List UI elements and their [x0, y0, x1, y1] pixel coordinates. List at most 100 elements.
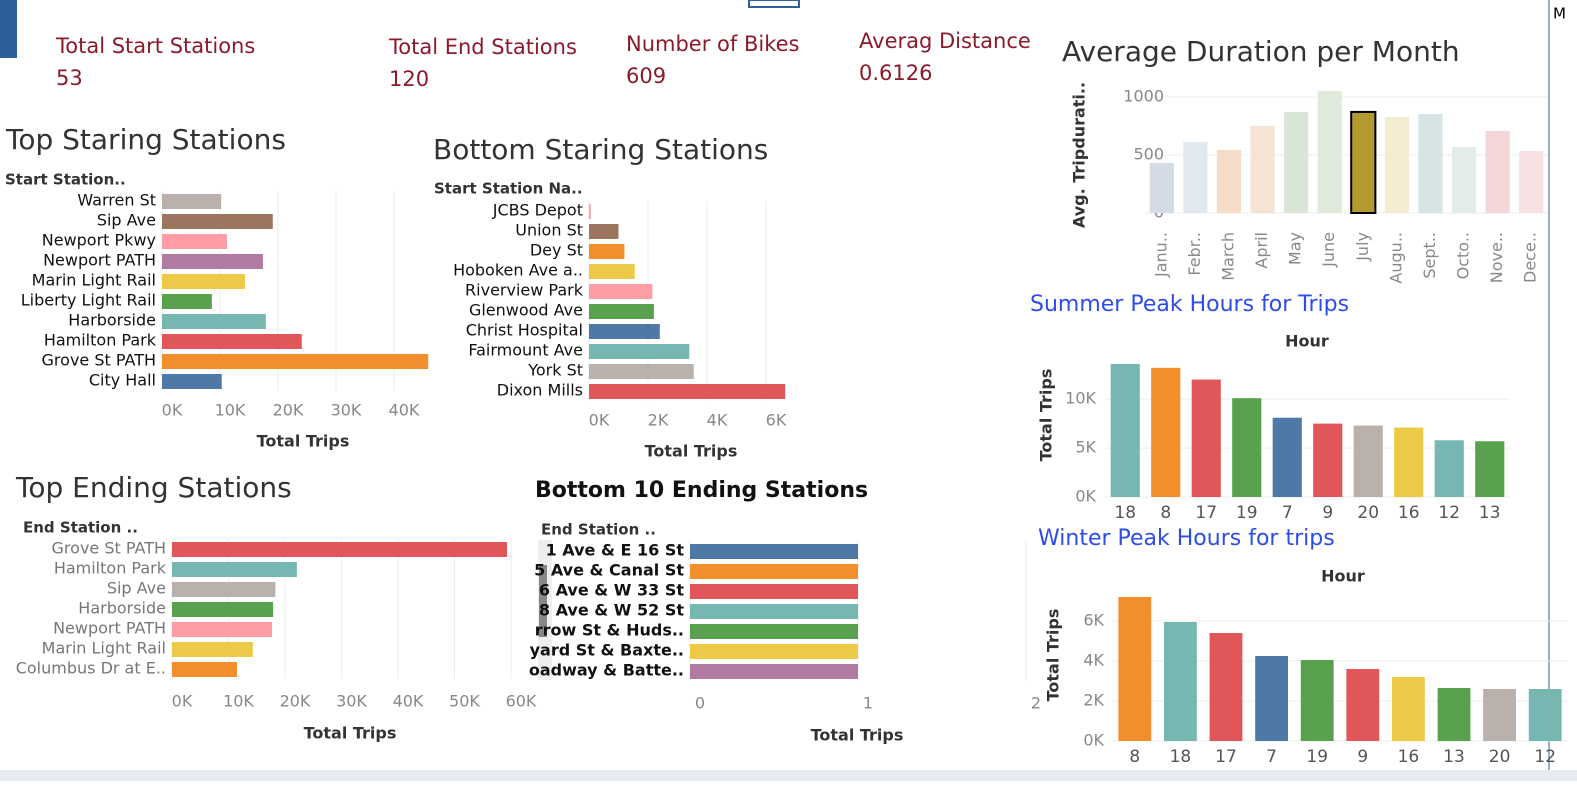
x-tick-label: 1: [863, 694, 873, 713]
bar: [1191, 379, 1221, 497]
x-tick-label: Dece..: [1521, 232, 1540, 283]
category-label: Riverview Park: [465, 281, 584, 300]
category-label: rrow St & Huds..: [535, 621, 684, 640]
y-axis-title: Total Trips: [1044, 609, 1063, 702]
y-tick-label: 4K: [1083, 651, 1104, 670]
x-tick-label: 8: [1160, 503, 1171, 523]
category-label: Dey St: [530, 241, 583, 260]
bar: [1353, 425, 1383, 497]
x-tick-label: Augu..: [1386, 232, 1405, 284]
bar: [1485, 130, 1510, 213]
y-tick-label: 2K: [1083, 691, 1104, 710]
toolbar-strip[interactable]: [0, 0, 17, 58]
x-tick-label: 12: [1438, 503, 1460, 523]
category-label: yard St & Baxte..: [530, 641, 684, 660]
x-header: Hour: [1285, 332, 1329, 351]
category-label: 6 Ave & W 33 St: [539, 581, 684, 600]
category-label: Grove St PATH: [42, 351, 156, 370]
bar: [162, 314, 266, 329]
category-header: Start Station..: [5, 171, 126, 189]
top-handle[interactable]: [748, 0, 800, 8]
x-tick-label: 50K: [449, 692, 480, 711]
category-label: City Hall: [89, 371, 156, 390]
bar: [1284, 111, 1309, 213]
bar: [1434, 440, 1464, 497]
bar: [162, 374, 222, 389]
axis-title: Total Trips: [645, 442, 738, 461]
x-tick-label: 16: [1398, 503, 1420, 523]
x-tick-label: 40K: [389, 401, 420, 420]
bar: [690, 644, 858, 659]
x-tick-label: 18: [1170, 747, 1192, 767]
bottom-bar: [0, 770, 1577, 781]
x-tick-label: Nove..: [1487, 232, 1506, 283]
chart-title: Summer Peak Hours for Trips: [1030, 292, 1349, 317]
x-tick-label: 30K: [336, 692, 367, 711]
category-label: Sip Ave: [107, 579, 166, 598]
chart-title: Bottom 10 Ending Stations: [535, 478, 868, 503]
x-tick-label: 9: [1357, 747, 1368, 767]
category-header: Start Station Na..: [434, 180, 583, 198]
bar: [1519, 151, 1544, 213]
chart-title: Bottom Staring Stations: [433, 133, 768, 166]
bar: [172, 602, 274, 617]
x-tick-label: 20K: [280, 692, 311, 711]
bar: [172, 582, 276, 597]
category-label: Harborside: [78, 599, 166, 618]
x-tick-label: 18: [1114, 503, 1136, 523]
bar: [589, 364, 694, 379]
bar: [1163, 622, 1197, 741]
x-tick-label: 13: [1479, 503, 1501, 523]
y-tick-label: 0K: [1075, 487, 1096, 506]
bar: [172, 562, 297, 577]
bar: [1250, 125, 1275, 213]
category-label: Newport PATH: [53, 619, 166, 638]
bar: [589, 224, 619, 239]
bar: [1183, 141, 1208, 213]
x-tick-label: 40K: [393, 692, 424, 711]
kpi-label: Number of Bikes: [626, 32, 799, 56]
x-tick-label: 0: [695, 694, 705, 713]
category-label: Marin Light Rail: [32, 271, 156, 290]
bar: [1110, 363, 1140, 497]
bar: [589, 244, 625, 259]
category-label: Harborside: [68, 311, 156, 330]
x-tick-label: June: [1319, 232, 1338, 268]
chart-title: Top Ending Stations: [15, 471, 292, 504]
category-label: Newport PATH: [43, 251, 156, 270]
bar: [162, 354, 429, 369]
category-label: Warren St: [77, 191, 156, 210]
x-tick-label: 13: [1443, 747, 1465, 767]
category-label: Union St: [515, 221, 583, 240]
bar: [1255, 656, 1289, 741]
bar: [1216, 149, 1242, 213]
bar: [1300, 660, 1334, 741]
legend-title: M: [1553, 5, 1566, 23]
category-label: Grove St PATH: [52, 539, 166, 558]
bar: [690, 664, 858, 679]
x-tick-label: April: [1252, 232, 1271, 269]
bar: [690, 584, 858, 599]
x-tick-label: 2: [1031, 694, 1041, 713]
y-tick-label: 6K: [1083, 611, 1104, 630]
bar: [1350, 110, 1377, 214]
category-label: 1 Ave & E 16 St: [546, 541, 685, 560]
x-tick-label: 0K: [589, 411, 610, 430]
bar: [589, 344, 690, 359]
bar: [1437, 688, 1471, 741]
category-header: End Station ..: [23, 519, 138, 537]
x-tick-label: 20: [1357, 503, 1379, 523]
bar: [589, 324, 660, 339]
bar: [1272, 417, 1302, 497]
category-label: Dixon Mills: [497, 381, 583, 400]
kpi-value: 609: [626, 64, 666, 88]
axis-title: Total Trips: [257, 432, 350, 451]
category-label: Hamilton Park: [54, 559, 167, 578]
bar: [172, 622, 273, 637]
category-label: Hamilton Park: [44, 331, 157, 350]
category-header: End Station ..: [541, 521, 656, 539]
x-tick-label: 19: [1306, 747, 1328, 767]
scroll-thumb[interactable]: [539, 565, 547, 637]
